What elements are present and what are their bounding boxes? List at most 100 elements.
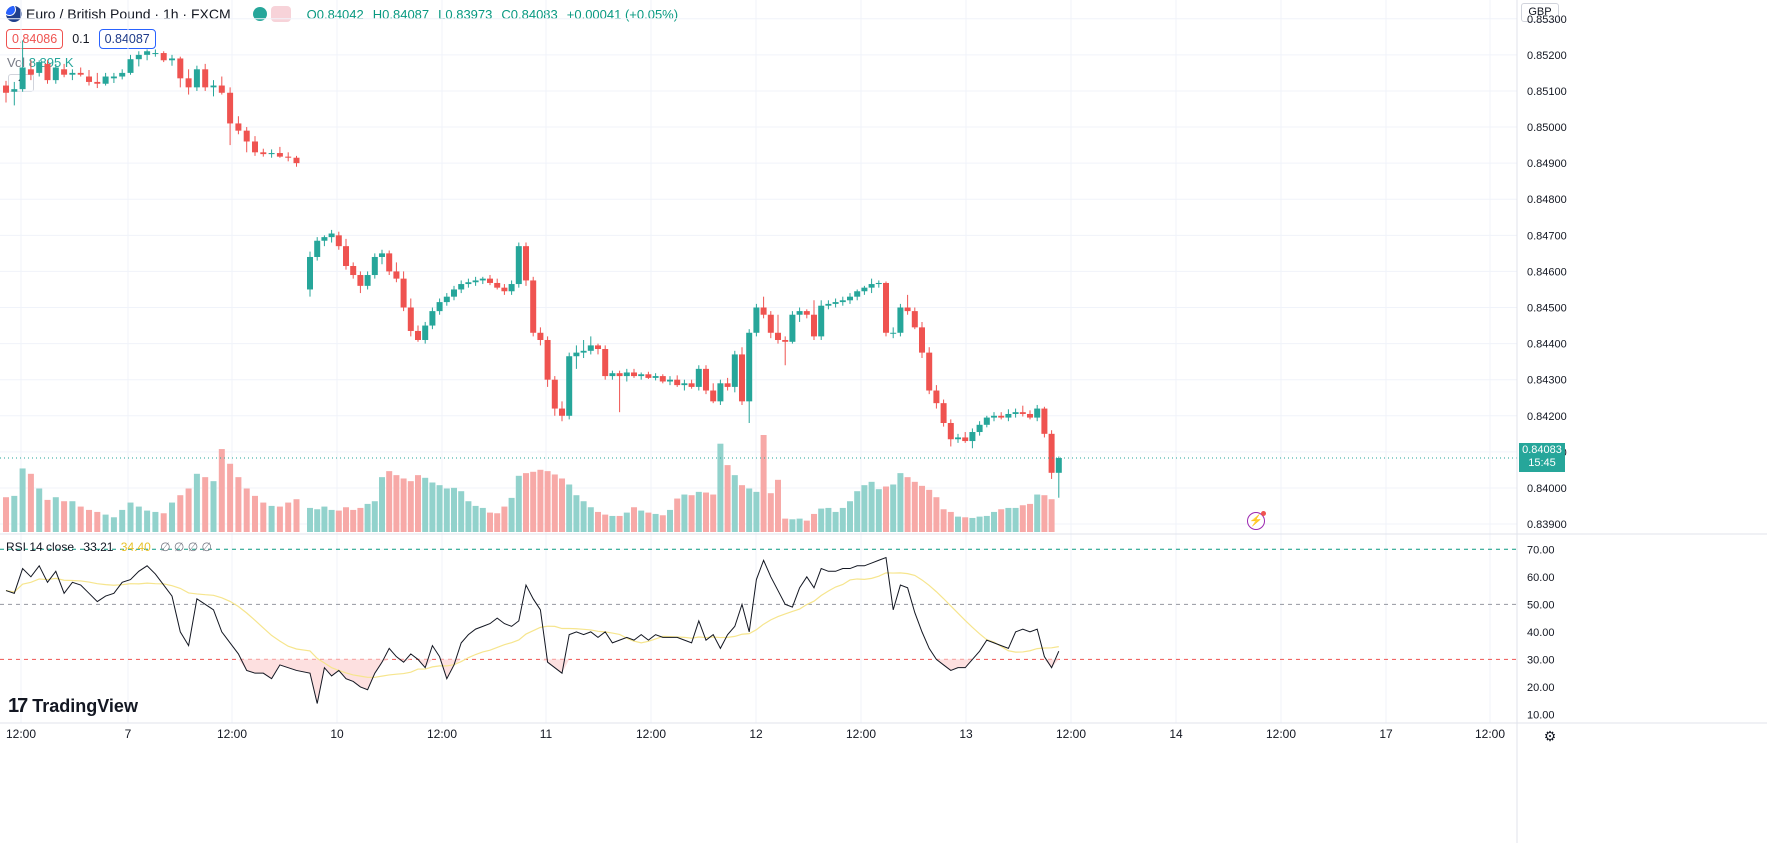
volume-bars — [3, 435, 1055, 532]
candle-body — [559, 408, 565, 416]
candle-body — [52, 67, 59, 81]
candle-body — [479, 278, 486, 281]
candle-body — [185, 78, 192, 88]
volume-bar — [947, 511, 954, 532]
volume-bar — [818, 508, 825, 532]
flash-icon[interactable]: ⚡ — [1247, 511, 1266, 530]
volume-bar — [839, 507, 846, 532]
price-tick-label: 0.84800 — [1527, 194, 1567, 206]
candle-body — [371, 256, 378, 276]
candle-body — [144, 51, 151, 55]
volume-bar — [77, 506, 84, 532]
settings-icon[interactable]: ⚙ — [1543, 728, 1557, 744]
candle-body — [897, 307, 904, 333]
rsi-tick-label: 40.00 — [1527, 627, 1555, 639]
volume-bar — [803, 520, 810, 532]
time-tick-label: 12:00 — [636, 727, 666, 741]
rsi-tick-label: 20.00 — [1527, 682, 1555, 694]
volume-bar — [364, 503, 371, 532]
candle-body — [443, 296, 450, 303]
volume-bar — [667, 509, 673, 532]
currency-button[interactable]: GBP — [1521, 3, 1559, 22]
time-tick-label: 12:00 — [846, 727, 876, 741]
volume-bar — [998, 509, 1005, 532]
tradingview-logo[interactable]: 17 TradingView — [8, 695, 138, 718]
price-tick-label: 0.84200 — [1527, 411, 1567, 423]
volume-bar — [314, 509, 321, 532]
price-tick-label: 0.84900 — [1527, 158, 1567, 170]
candle-body — [465, 282, 472, 285]
buy-button[interactable]: 0.84087 — [98, 29, 156, 49]
volume-bar — [193, 473, 200, 532]
time-tick-label: 12:00 — [1056, 727, 1086, 741]
eur-gbp-flag-icon — [6, 6, 22, 22]
rsi-tick-label: 50.00 — [1527, 599, 1555, 611]
wave-icon[interactable] — [270, 6, 291, 22]
volume-bar — [991, 511, 997, 532]
volume-bar — [61, 501, 68, 532]
volume-bar — [659, 515, 666, 532]
candle-body — [919, 327, 925, 353]
candle-body — [69, 72, 76, 75]
candle-body — [825, 303, 832, 306]
volume-bar — [407, 481, 414, 532]
candle-body — [587, 345, 594, 351]
volume-bar — [293, 499, 300, 532]
candle-body — [832, 302, 839, 304]
candle-body — [847, 296, 853, 301]
candle-body — [818, 305, 825, 337]
candle-body — [883, 282, 889, 333]
volume-bar — [760, 435, 767, 532]
volume-bar — [371, 501, 378, 532]
volume-bar — [638, 510, 645, 532]
volume-bar — [551, 474, 558, 532]
volume-bar — [580, 501, 587, 532]
ohlc-low: L0.83973 — [438, 6, 493, 22]
volume-bar — [252, 495, 258, 532]
volume-bar — [276, 506, 283, 532]
candle-body — [314, 240, 321, 257]
volume-bar — [1019, 505, 1026, 532]
candle-body — [501, 287, 508, 292]
volume-bar — [674, 498, 681, 532]
candle-body — [1019, 412, 1026, 414]
volume-bar — [854, 491, 861, 532]
volume-bar — [911, 481, 918, 532]
volume-bar — [890, 484, 897, 532]
candle-body — [393, 271, 400, 279]
volume-bar — [875, 489, 882, 532]
rsi-oversold-fill — [238, 659, 1059, 704]
candle-body — [1012, 412, 1019, 414]
volume-bar — [695, 491, 702, 532]
rsi-ma-line — [5, 572, 1059, 678]
candle-body — [1005, 413, 1012, 418]
price-tick-label: 0.84600 — [1527, 266, 1567, 278]
candle-body — [243, 130, 250, 142]
candle-body — [102, 76, 109, 84]
volume-bar — [1012, 507, 1019, 532]
price-tick-label: 0.85200 — [1527, 50, 1567, 62]
volume-bar — [218, 449, 225, 532]
volume-bar — [69, 501, 76, 532]
sell-button[interactable]: 0.84086 — [6, 29, 64, 49]
candle-body — [789, 314, 796, 342]
volume-bar — [102, 514, 109, 532]
candle-body — [767, 314, 774, 333]
ohlc-close: C0.84083 — [501, 6, 558, 22]
candle-body — [602, 349, 609, 377]
candle-body — [94, 81, 101, 84]
rsi-legend: RSI 14 close 33.21 34.40 ∅ ∅ ∅ ∅ — [6, 540, 212, 554]
candle-body — [227, 92, 234, 124]
volume-bar — [386, 471, 393, 532]
candle-body — [3, 85, 9, 93]
candle-body — [293, 157, 300, 164]
volume-bar — [566, 484, 573, 532]
candle-body — [688, 383, 695, 387]
time-tick-label: 12:00 — [6, 727, 36, 741]
candle-body — [861, 287, 868, 292]
volume-bar — [429, 482, 436, 532]
candle-body — [1027, 413, 1033, 418]
volume-bar — [782, 518, 789, 532]
volume-bar — [3, 497, 9, 532]
